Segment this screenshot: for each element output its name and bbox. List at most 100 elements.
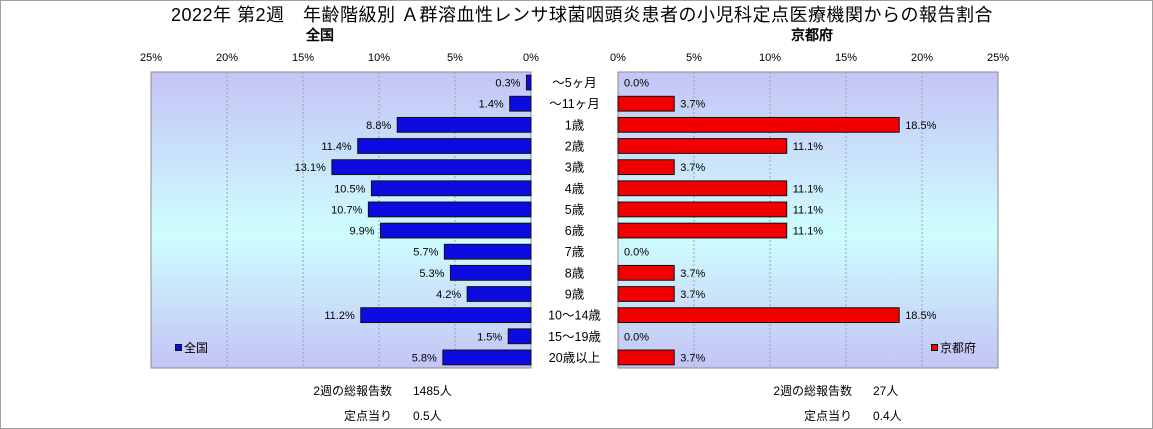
legend-kyoto: 京都府 <box>931 340 976 355</box>
national-value-label-13: 5.8% <box>412 352 437 364</box>
kyoto-bar-9 <box>617 264 675 281</box>
kyoto-value-label-7: 11.1% <box>793 226 824 238</box>
national-plot-area <box>150 71 532 369</box>
kyoto-tick-label-25: 25% <box>987 52 1009 64</box>
national-bar-12 <box>507 328 532 345</box>
category-label-8: 7歳 <box>565 245 585 259</box>
national-total-reports-value: 1485人 <box>413 384 452 398</box>
national-value-label-5: 10.5% <box>334 183 365 195</box>
legend-label-national: 全国 <box>184 340 208 355</box>
national-tick-label-10: 10% <box>368 52 390 64</box>
kyoto-value-label-10: 3.7% <box>680 289 705 301</box>
kyoto-value-label-2: 18.5% <box>905 120 936 132</box>
national-total-reports-label: 2週の総報告数 <box>313 383 392 398</box>
legend-national: 全国 <box>175 340 208 355</box>
kyoto-bar-5 <box>617 180 788 197</box>
national-bar-1 <box>509 95 532 112</box>
kyoto-tick-label-10: 10% <box>759 52 781 64</box>
national-summary: 2週の総報告数 1485人 定点当り 0.5人 <box>313 383 451 423</box>
category-label-0: ～5ヶ月 <box>552 76 596 90</box>
kyoto-value-label-9: 3.7% <box>680 268 705 280</box>
national-value-label-11: 11.2% <box>324 310 355 322</box>
national-bar-9 <box>449 264 532 281</box>
kyoto-tick-label-15: 15% <box>835 52 857 64</box>
national-per-site-label: 定点当り <box>344 408 392 423</box>
national-bar-6 <box>367 201 532 218</box>
kyoto-value-label-11: 18.5% <box>905 310 936 322</box>
national-value-label-0: 0.3% <box>495 78 520 90</box>
kyoto-bar-7 <box>617 222 788 239</box>
national-value-label-1: 1.4% <box>479 99 504 111</box>
national-value-label-9: 5.3% <box>419 268 444 280</box>
panel-title-national: 全国 <box>305 27 334 43</box>
kyoto-value-label-0: 0.0% <box>624 78 649 90</box>
national-value-label-8: 5.7% <box>413 247 438 259</box>
national-bar-0 <box>525 74 532 91</box>
kyoto-value-label-4: 3.7% <box>680 162 705 174</box>
national-value-label-2: 8.8% <box>366 120 391 132</box>
panel-title-kyoto: 京都府 <box>791 27 833 43</box>
kyoto-value-label-5: 11.1% <box>793 183 824 195</box>
national-value-label-6: 10.7% <box>331 204 362 216</box>
kyoto-bar-3 <box>617 138 788 154</box>
national-bar-11 <box>360 307 532 324</box>
national-value-label-10: 4.2% <box>436 289 461 301</box>
national-tick-label-20: 20% <box>216 52 238 64</box>
category-label-5: 4歳 <box>565 182 585 196</box>
national-bar-3 <box>357 138 532 154</box>
kyoto-tick-label-20: 20% <box>911 52 933 64</box>
kyoto-tick-label-0: 0% <box>610 52 626 64</box>
kyoto-value-label-1: 3.7% <box>680 99 705 111</box>
plot-panels: 0% 5% 10% 15% 20% 25% 0.3% 1.4% 8.8% 11.4% 13.1% 10… <box>140 52 1009 369</box>
category-label-2: 1歳 <box>565 118 585 132</box>
category-label-11: 10～14歳 <box>548 309 601 323</box>
category-label-10: 9歳 <box>565 288 585 302</box>
kyoto-value-label-8: 0.0% <box>624 247 649 259</box>
category-label-13: 20歳以上 <box>549 351 600 365</box>
national-bar-10 <box>466 286 532 302</box>
category-label-1: ～11ヶ月 <box>549 97 599 111</box>
kyoto-value-label-6: 11.1% <box>793 204 824 216</box>
kyoto-summary: 2週の総報告数 27人 定点当り 0.4人 <box>773 383 901 423</box>
chart-title: 2022年 第2週 年齢階級別 Ａ群溶血性レンサ球菌咽頭炎患者の小児科定点医療機… <box>171 5 993 25</box>
category-label-12: 15～19歳 <box>548 330 601 344</box>
category-label-4: 3歳 <box>565 161 585 175</box>
legend-swatch-national <box>175 344 182 351</box>
kyoto-panel: 0% 5% 10% 15% 20% 25% 0.0% 3.7% 18.5% 11.1% 3.7% 11… <box>610 52 1009 369</box>
kyoto-per-site-value: 0.4人 <box>873 409 902 423</box>
national-value-label-12: 1.5% <box>477 331 502 343</box>
national-value-label-4: 13.1% <box>295 162 326 174</box>
kyoto-value-label-12: 0.0% <box>624 331 649 343</box>
national-bar-2 <box>396 116 532 133</box>
national-value-label-3: 11.4% <box>321 141 352 153</box>
kyoto-bar-10 <box>617 286 675 302</box>
kyoto-bar-1 <box>617 95 675 112</box>
kyoto-bar-4 <box>617 159 675 176</box>
kyoto-total-reports-label: 2週の総報告数 <box>773 383 852 398</box>
kyoto-per-site-label: 定点当り <box>804 408 852 423</box>
kyoto-bar-2 <box>617 116 900 133</box>
national-tick-label-0: 0% <box>523 52 539 64</box>
national-value-label-7: 9.9% <box>349 226 374 238</box>
kyoto-bar-11 <box>617 307 900 324</box>
kyoto-total-reports-value: 27人 <box>873 384 898 398</box>
kyoto-value-label-3: 11.1% <box>793 141 824 153</box>
national-tick-label-15: 15% <box>292 52 314 64</box>
national-bar-8 <box>443 243 532 260</box>
legend-swatch-kyoto <box>931 344 938 351</box>
kyoto-plot-area <box>617 71 999 369</box>
category-labels: ～5ヶ月 ～11ヶ月 1歳 2歳 3歳 4歳 5歳 6歳 7歳 8歳 9歳 10～14歳 15～19歳 2… <box>548 76 601 365</box>
kyoto-tick-label-5: 5% <box>686 52 702 64</box>
category-label-6: 5歳 <box>565 203 585 217</box>
national-bar-13 <box>442 349 532 366</box>
kyoto-bar-6 <box>617 201 788 218</box>
national-panel: 0% 5% 10% 15% 20% 25% 0.3% 1.4% 8.8% 11.4% 13.1% 10… <box>140 52 539 369</box>
kyoto-bar-13 <box>617 349 675 366</box>
category-label-3: 2歳 <box>565 140 585 154</box>
national-bar-5 <box>370 180 532 197</box>
national-tick-label-5: 5% <box>447 52 463 64</box>
category-label-9: 8歳 <box>565 266 585 280</box>
national-bar-4 <box>331 159 532 176</box>
national-bar-7 <box>380 222 532 239</box>
